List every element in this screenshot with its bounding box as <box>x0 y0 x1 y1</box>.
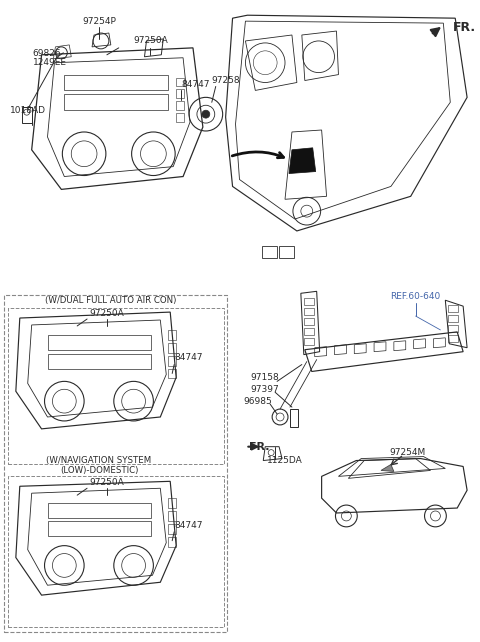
Bar <box>304 308 314 315</box>
Bar <box>168 511 176 521</box>
Polygon shape <box>381 465 394 471</box>
Text: 97250A: 97250A <box>133 37 168 46</box>
Bar <box>448 335 458 342</box>
Bar <box>48 521 151 535</box>
Bar <box>290 409 298 427</box>
Bar <box>448 315 458 322</box>
Text: 96985: 96985 <box>243 397 272 406</box>
Bar <box>448 325 458 332</box>
Text: 84747: 84747 <box>174 521 203 530</box>
Text: (W/NAVIGATION SYSTEM: (W/NAVIGATION SYSTEM <box>47 456 152 465</box>
Circle shape <box>202 110 210 118</box>
Text: REF.60-640: REF.60-640 <box>391 291 441 300</box>
Text: (W/DUAL FULL AUTO AIR CON): (W/DUAL FULL AUTO AIR CON) <box>45 296 177 305</box>
Bar <box>48 335 151 350</box>
Bar <box>168 356 176 365</box>
Text: 1249EE: 1249EE <box>33 58 67 67</box>
Bar <box>304 328 314 335</box>
Bar <box>176 113 184 122</box>
Bar <box>262 246 277 257</box>
Text: 84747: 84747 <box>181 80 210 89</box>
Bar <box>176 78 184 87</box>
Text: (LOW)-DOMESTIC): (LOW)-DOMESTIC) <box>60 466 138 475</box>
Bar <box>304 338 314 345</box>
Bar <box>304 299 314 305</box>
Bar <box>279 246 294 257</box>
Text: 97250A: 97250A <box>89 309 124 318</box>
Bar <box>168 343 176 352</box>
Text: 97250A: 97250A <box>89 478 124 487</box>
Text: 97158: 97158 <box>251 373 279 382</box>
Bar <box>176 101 184 110</box>
Bar <box>8 308 224 464</box>
Text: 1018AD: 1018AD <box>10 106 46 115</box>
Bar <box>168 537 176 546</box>
Bar <box>48 354 151 369</box>
Text: 97254M: 97254M <box>390 448 426 457</box>
Text: 97258: 97258 <box>211 76 240 85</box>
Polygon shape <box>289 148 316 173</box>
Bar <box>448 305 458 312</box>
Bar <box>168 498 176 508</box>
Bar <box>22 107 32 123</box>
Bar <box>168 330 176 340</box>
Text: 97254P: 97254P <box>82 17 116 26</box>
Text: FR.: FR. <box>453 21 476 33</box>
Text: 84747: 84747 <box>174 353 203 362</box>
Bar <box>8 476 224 627</box>
Bar <box>304 318 314 325</box>
Bar <box>176 89 184 98</box>
Bar <box>48 503 151 518</box>
Text: 1125DA: 1125DA <box>267 456 303 465</box>
Bar <box>168 524 176 534</box>
Bar <box>4 295 227 632</box>
Bar <box>168 369 176 378</box>
Text: 69826: 69826 <box>33 49 61 58</box>
Bar <box>64 94 168 110</box>
Text: FR.: FR. <box>250 442 270 452</box>
Bar <box>64 74 168 91</box>
Text: 97397: 97397 <box>251 385 279 394</box>
